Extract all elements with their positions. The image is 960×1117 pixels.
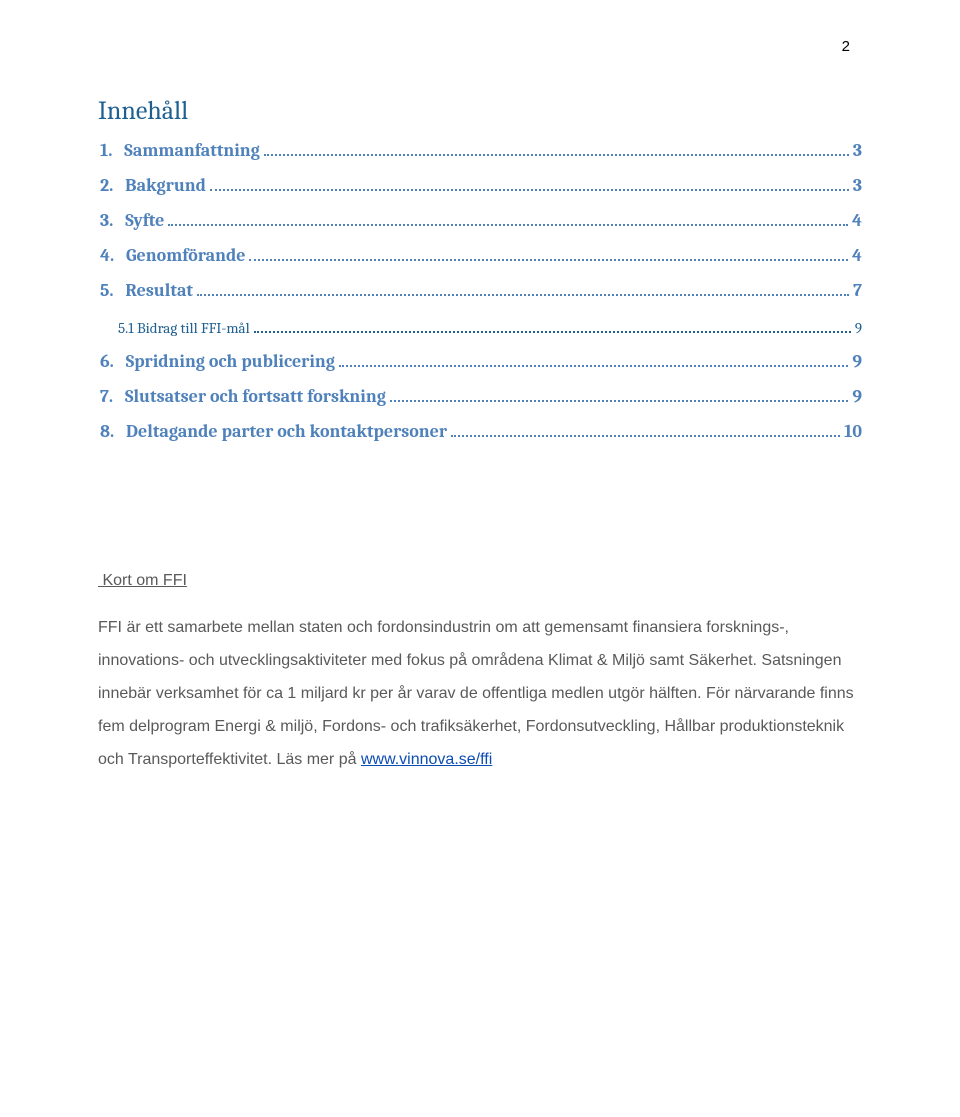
toc-entry-label: Genomförande [126, 245, 245, 266]
toc-entry-number: 8. [100, 421, 114, 442]
toc-row[interactable]: 6. Spridning och publicering 9 [100, 351, 862, 372]
toc-entry-number: 5. [100, 280, 114, 301]
toc-entry-page: 4 [852, 210, 862, 231]
toc-gap [114, 280, 126, 301]
toc-row[interactable]: 5.1 Bidrag till FFI-mål 9 [118, 319, 862, 337]
toc-gap [114, 351, 126, 372]
toc-entry-number: 3. [100, 210, 113, 231]
toc-row[interactable]: 4. Genomförande 4 [100, 245, 862, 266]
about-block: Kort om FFI FFI är ett samarbete mellan … [98, 572, 862, 776]
toc-entry-label: Resultat [125, 280, 193, 301]
toc-entry-label: Bidrag till FFI-mål [137, 319, 250, 337]
toc-entry-number: 5.1 [118, 319, 134, 337]
toc-entry-page: 3 [853, 140, 862, 161]
toc-entry-page: 9 [852, 386, 862, 407]
about-title: Kort om FFI [98, 572, 862, 590]
toc-leader [197, 282, 849, 296]
toc-entry-number: 7. [100, 386, 113, 407]
toc-entry-page: 7 [853, 280, 862, 301]
toc-row[interactable]: 5. Resultat 7 [100, 280, 862, 301]
toc-entry-label: Deltagande parter och kontaktpersoner [126, 421, 447, 442]
toc-entry-number: 6. [100, 351, 114, 372]
page-number: 2 [842, 38, 850, 55]
toc-gap [113, 175, 125, 196]
toc-leader [249, 247, 848, 261]
toc-entry-number: 2. [100, 175, 113, 196]
toc-entry-page: 9 [855, 319, 862, 337]
toc-gap [113, 386, 125, 407]
toc-entry-label: Spridning och publicering [126, 351, 335, 372]
toc-entry-page: 9 [852, 351, 862, 372]
toc-row[interactable]: 8. Deltagande parter och kontaktpersoner… [100, 421, 862, 442]
toc-leader [451, 423, 840, 437]
toc-row[interactable]: 1. Sammanfattning 3 [100, 140, 862, 161]
toc-leader [390, 388, 849, 402]
toc-gap [114, 245, 126, 266]
toc-leader [210, 177, 849, 191]
about-body: FFI är ett samarbete mellan staten och f… [98, 612, 862, 776]
toc-row[interactable]: 2. Bakgrund 3 [100, 175, 862, 196]
toc-entry-label: Syfte [125, 210, 164, 231]
toc-entry-page: 3 [853, 175, 862, 196]
toc-leader [254, 319, 851, 333]
document-page: 2 Innehåll 1. Sammanfattning32. Bakgrund… [0, 0, 960, 1117]
toc-leader [168, 212, 848, 226]
toc-gap [113, 210, 125, 231]
toc-entry-label: Slutsatser och fortsatt forskning [125, 386, 386, 407]
toc-gap [114, 421, 126, 442]
toc-title: Innehåll [98, 96, 862, 126]
toc-leader [264, 142, 849, 156]
toc-gap [112, 140, 124, 161]
toc-entry-label: Sammanfattning [124, 140, 260, 161]
toc-list: 1. Sammanfattning32. Bakgrund33. Syfte44… [100, 140, 862, 442]
toc-entry-number: 4. [100, 245, 114, 266]
toc-row[interactable]: 7. Slutsatser och fortsatt forskning 9 [100, 386, 862, 407]
about-body-text: FFI är ett samarbete mellan staten och f… [98, 619, 854, 767]
toc-leader [339, 353, 848, 367]
toc-entry-page: 4 [852, 245, 862, 266]
toc-entry-number: 1. [100, 140, 112, 161]
about-link[interactable]: www.vinnova.se/ffi [361, 751, 492, 768]
toc-entry-page: 10 [844, 421, 862, 442]
toc-row[interactable]: 3. Syfte 4 [100, 210, 862, 231]
toc-entry-label: Bakgrund [125, 175, 206, 196]
